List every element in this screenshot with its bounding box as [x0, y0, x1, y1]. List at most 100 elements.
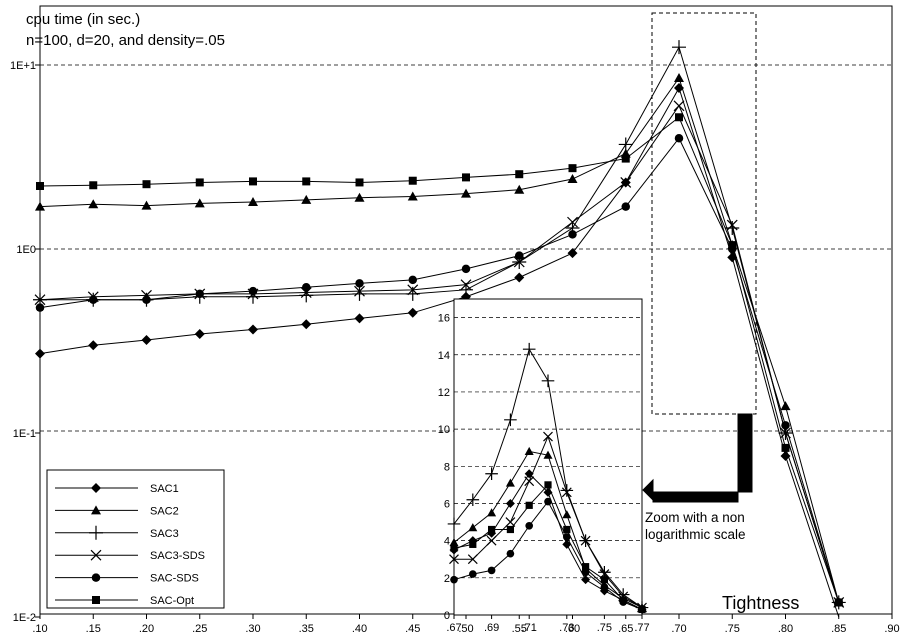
inset-point-SAC2-3 — [505, 478, 515, 487]
inset-y-tick-label: 16 — [438, 313, 450, 325]
point-SAC-SDS-10 — [568, 230, 577, 239]
inset-y-tick-label: 12 — [438, 387, 450, 399]
series-line-SAC-SDS — [39, 137, 840, 603]
x-tick-label: .70 — [671, 623, 686, 635]
point-SAC1-1 — [88, 340, 99, 351]
legend-item-SAC-Opt: SAC-Opt — [55, 595, 194, 607]
inset-point-SAC-SDS-3 — [506, 549, 515, 558]
legend-label: SAC3-SDS — [150, 550, 205, 562]
inset-point-SAC-Opt-7 — [582, 563, 590, 571]
point-SAC3-SDS-9 — [513, 256, 525, 268]
inset-series-SAC-Opt — [450, 481, 646, 614]
inset-point-SAC3-SDS-6 — [561, 487, 572, 498]
inset-point-SAC1-7 — [581, 575, 591, 585]
x-tick-label: .30 — [245, 623, 260, 635]
zoom-arrow — [642, 413, 753, 503]
point-SAC-SDS-1 — [89, 295, 98, 304]
x-tick-label: .80 — [778, 623, 793, 635]
x-tick-label: .20 — [139, 623, 154, 635]
zoom-annotation-line2: logarithmic scale — [645, 527, 746, 542]
point-SAC1-7 — [407, 307, 418, 318]
inset-point-SAC-Opt-9 — [619, 596, 627, 604]
y-tick-label: 1E+1 — [10, 60, 36, 72]
point-SAC2-7 — [407, 191, 418, 201]
series-line-SAC-Opt — [39, 116, 840, 603]
point-SAC1-2 — [141, 335, 152, 346]
inset-point-SAC3-SDS-7 — [580, 535, 591, 546]
point-SAC-Opt-11 — [621, 154, 630, 163]
inset-point-SAC-Opt-1 — [469, 540, 477, 548]
point-SAC-SDS-5 — [302, 282, 311, 292]
point-SAC2-0 — [35, 201, 45, 211]
x-tick-label: .55 — [512, 623, 527, 635]
inset-point-SAC3-SDS-2 — [486, 535, 497, 546]
point-SAC3-13 — [725, 221, 740, 236]
inset-point-SAC3-3 — [504, 413, 517, 427]
point-SAC2-1 — [88, 199, 99, 209]
inset-point-SAC-Opt-4 — [525, 501, 533, 509]
point-SAC1-0 — [35, 348, 45, 359]
point-SAC1-9 — [514, 272, 525, 283]
inset-y-tick-label: 14 — [438, 350, 450, 362]
legend-label: SAC3 — [150, 528, 179, 540]
legend-marker-SAC-Opt — [92, 596, 100, 604]
inset-point-SAC-SDS-6 — [562, 533, 571, 541]
series-SAC3 — [33, 40, 846, 610]
point-SAC2-5 — [301, 194, 312, 204]
x-tick-label: .45 — [405, 623, 420, 635]
point-SAC1-5 — [301, 319, 312, 330]
point-SAC-SDS-11 — [621, 202, 630, 211]
x-tick-label: .50 — [458, 623, 473, 635]
x-tick-label: .90 — [884, 623, 899, 635]
inset-point-SAC-Opt-8 — [600, 576, 608, 584]
inset-point-SAC-SDS-2 — [487, 566, 496, 575]
x-tick-label: .15 — [86, 623, 101, 635]
series-SAC-Opt — [36, 113, 843, 607]
inset-point-SAC3-2 — [485, 467, 498, 481]
inset-point-SAC1-3 — [505, 498, 515, 508]
inset-point-SAC2-6 — [562, 510, 572, 519]
inset-point-SAC-Opt-3 — [506, 525, 514, 534]
point-SAC-SDS-12 — [674, 133, 684, 143]
x-axis-label: Tightness — [722, 593, 799, 613]
inset-point-SAC-SDS-0 — [450, 575, 458, 584]
point-SAC2-14 — [780, 401, 791, 411]
inset-y-tick-label: 8 — [444, 461, 450, 473]
legend: SAC1 SAC2 SAC3 SAC3-SDS SAC-SDS SAC-Opt — [46, 469, 225, 609]
legend-item-SAC-SDS: SAC-SDS — [55, 573, 199, 585]
inset-point-SAC3-4 — [522, 342, 536, 356]
point-SAC-Opt-5 — [302, 177, 311, 186]
point-SAC2-3 — [194, 198, 205, 208]
inset-point-SAC-Opt-10 — [638, 605, 646, 614]
point-SAC2-6 — [354, 192, 365, 202]
point-SAC2-4 — [248, 197, 258, 207]
inset-chart: 0 2 4 6 8 10 12 14 16 .67 .69 .71 .73 .75 .77 — [438, 298, 650, 634]
inset-y-tick-label: 10 — [438, 424, 450, 436]
point-SAC-Opt-10 — [568, 164, 577, 173]
main-series — [33, 40, 846, 618]
x-tick-label: .25 — [192, 623, 207, 635]
point-SAC3-SDS-7 — [407, 284, 419, 296]
inset-point-SAC-Opt-5 — [544, 481, 552, 489]
inset-x-tick-label: .71 — [522, 622, 537, 634]
inset-x-tick-label: .77 — [634, 622, 649, 634]
point-SAC3-SDS-11 — [620, 177, 632, 188]
y-tick-label: 1E0 — [16, 244, 36, 256]
inset-x-tick-label: .67 — [446, 622, 461, 634]
inset-x-tick-label: .75 — [597, 622, 612, 634]
inset-point-SAC3-SDS-4 — [524, 476, 535, 487]
inset-y-tick-label: 2 — [444, 573, 450, 585]
point-SAC3-6 — [352, 286, 367, 301]
point-SAC-SDS-2 — [142, 295, 151, 304]
point-SAC2-12 — [674, 72, 684, 82]
inset-point-SAC2-4 — [524, 446, 534, 456]
point-SAC-Opt-6 — [355, 178, 364, 187]
legend-item-SAC1: SAC1 — [55, 483, 179, 495]
x-tick-label: .85 — [831, 623, 846, 635]
y-tick-label: 1E-2 — [13, 612, 36, 624]
point-SAC2-8 — [461, 188, 471, 198]
chart-subtitle: n=100, d=20, and density=.05 — [26, 32, 225, 49]
legend-item-SAC3-SDS: SAC3-SDS — [55, 549, 205, 562]
point-SAC3-SDS-10 — [567, 216, 578, 228]
